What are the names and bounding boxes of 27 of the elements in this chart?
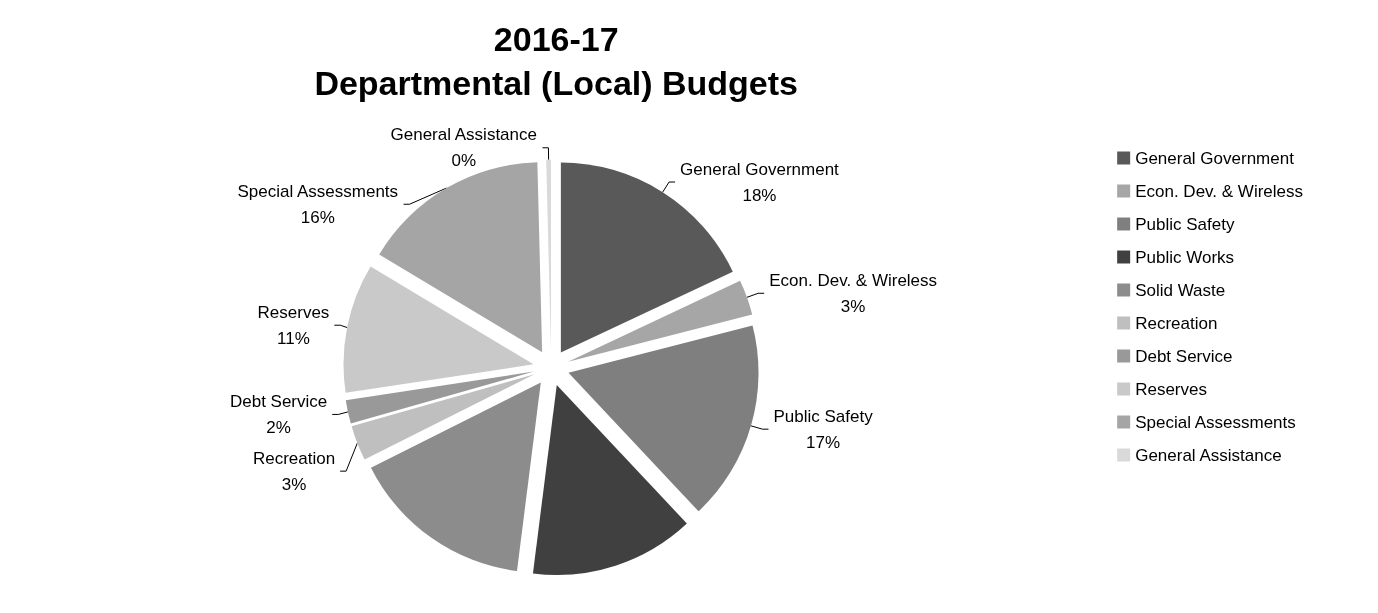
legend-label: Debt Service bbox=[1135, 346, 1233, 366]
legend-label: Public Safety bbox=[1135, 214, 1235, 234]
slice-label: Public Safety bbox=[773, 406, 874, 426]
legend-label: Recreation bbox=[1135, 313, 1218, 333]
legend-label: General Government bbox=[1135, 148, 1295, 168]
data-label: 2% bbox=[266, 417, 291, 437]
data-label: 3% bbox=[281, 474, 307, 494]
slice-label: Recreation bbox=[252, 448, 336, 468]
data-label: 16% bbox=[300, 207, 335, 227]
slice-label: Reserves bbox=[257, 302, 330, 322]
slice-label: Econ. Dev. & Wireless bbox=[769, 270, 938, 290]
data-label: 11% bbox=[277, 328, 310, 348]
legend-label: Special Assessments bbox=[1135, 412, 1296, 432]
data-label: 17% bbox=[806, 432, 841, 452]
legend-label: Reserves bbox=[1135, 379, 1207, 399]
data-label: 3% bbox=[840, 296, 866, 316]
slice-label: Debt Service bbox=[229, 391, 328, 411]
data-label: 18% bbox=[742, 185, 777, 205]
legend-label: Solid Waste bbox=[1135, 280, 1226, 300]
legend-label: Public Works bbox=[1135, 247, 1235, 267]
data-label: 0% bbox=[451, 151, 477, 171]
slice-label: General Government bbox=[680, 159, 840, 179]
legend-label: Econ. Dev. & Wireless bbox=[1135, 181, 1303, 201]
chart-title: 2016-17 Departmental (Local) Budgets bbox=[314, 20, 799, 102]
slice-label: Special Assessments bbox=[237, 181, 399, 201]
slice-label: General Assistance bbox=[390, 125, 537, 145]
legend-label: General Assistance bbox=[1135, 445, 1282, 465]
